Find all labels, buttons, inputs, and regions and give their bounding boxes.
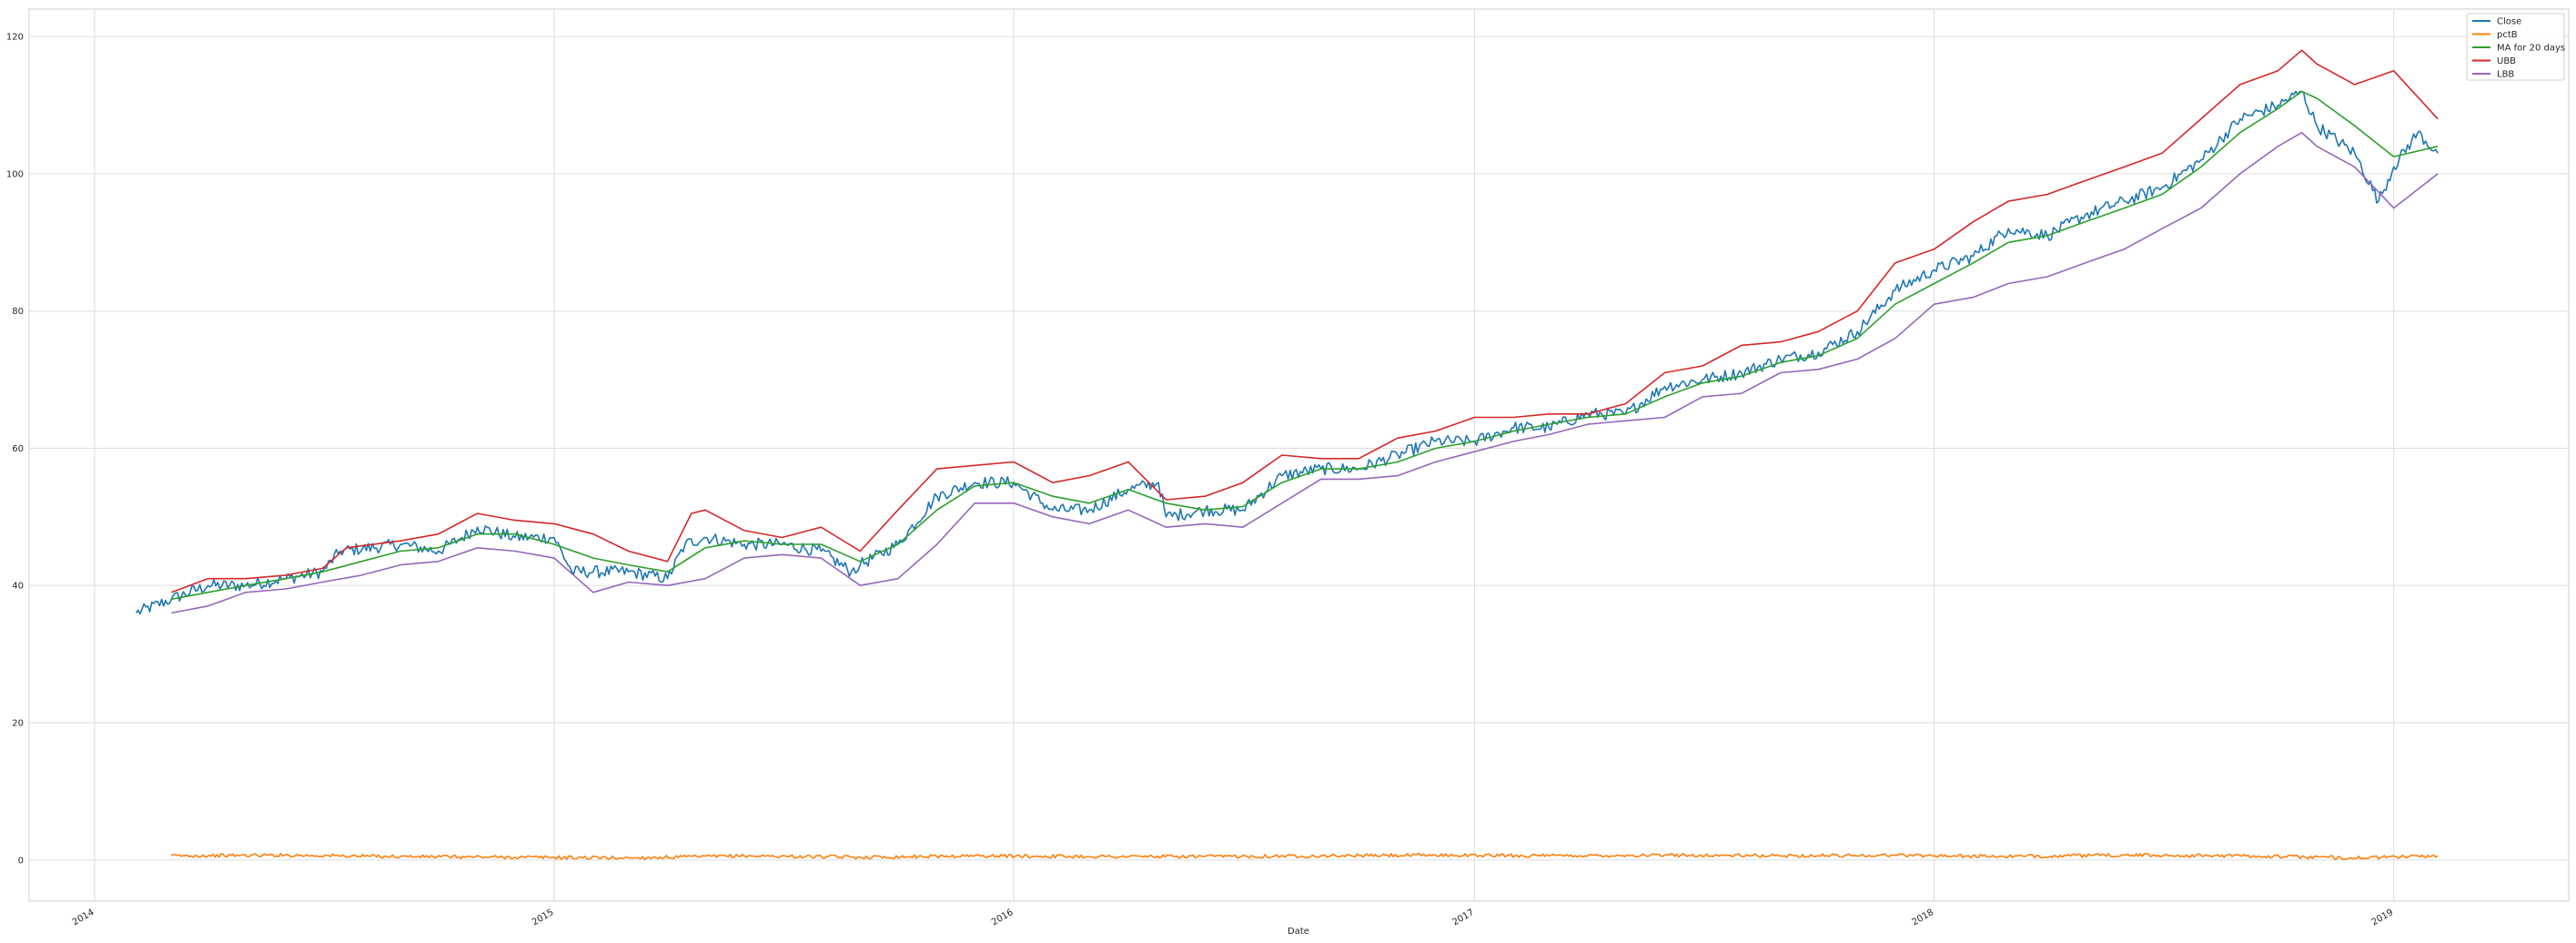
y-tick-label: 120 [6,33,24,43]
y-tick-label: 0 [18,856,24,866]
x-axis-ticks: 2014 2015 2016 2017 2018 2019 [71,908,2395,928]
legend-label: pctB [2497,30,2518,40]
series-line [171,90,2439,601]
legend-label: MA for 20 days [2497,44,2565,54]
x-axis-title: Date [1288,927,1309,937]
y-tick-label: 40 [12,582,24,592]
x-tick-label: 2017 [1450,908,1476,928]
legend-label: LBB [2497,70,2514,80]
legend-label: UBB [2497,56,2516,66]
legend: Close pctB MA for 20 days UBB LBB [2466,13,2565,81]
x-tick-label: 2016 [990,908,1015,928]
legend-label: Close [2497,17,2521,27]
series-line [170,852,2439,860]
series-line [171,131,2439,614]
grid [29,9,2569,901]
y-tick-label: 80 [12,307,24,317]
series-lines [135,49,2439,860]
series-line [171,49,2439,593]
plot-background [28,8,2570,902]
y-axis-ticks: 0 20 40 60 80 100 120 [6,33,24,867]
x-tick-label: 2015 [530,908,556,928]
x-tick-label: 2014 [71,908,96,928]
series-line [135,90,2439,615]
legend-box [2466,13,2565,81]
x-tick-label: 2019 [2370,908,2396,928]
x-tick-label: 2018 [1911,908,1936,928]
y-tick-label: 60 [12,444,24,454]
y-tick-label: 100 [6,169,24,179]
y-tick-label: 20 [12,719,24,729]
